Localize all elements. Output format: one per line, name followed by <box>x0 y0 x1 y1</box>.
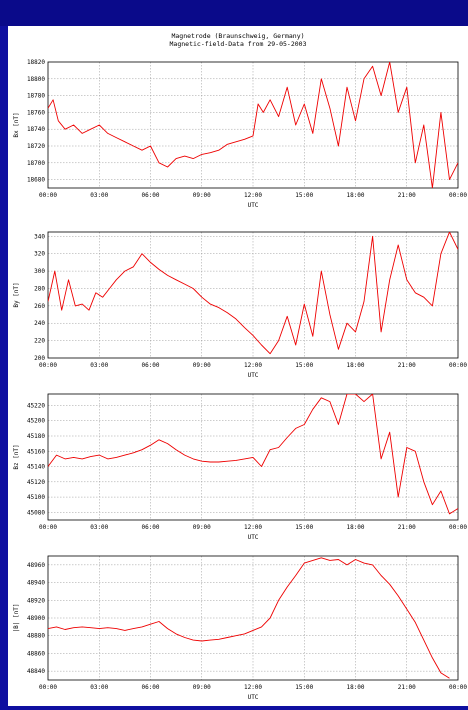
plot4-xlabel: UTC <box>248 694 259 701</box>
plot1-xtick-label-4: 12:00 <box>244 192 262 199</box>
plot1-series-line <box>48 62 458 188</box>
plot3-ytick-label-5: 45120 <box>27 479 45 486</box>
plot4-xtick-label-6: 18:00 <box>346 684 364 691</box>
top-bar <box>0 0 468 26</box>
plot4-ytick-label-5: 48860 <box>27 650 45 657</box>
plot3-xlabel: UTC <box>248 534 259 541</box>
plot3-frame <box>47 393 459 521</box>
plot1-frame <box>47 61 459 189</box>
plot1-xtick-label-1: 03:00 <box>90 192 108 199</box>
plot3-ylabel: Bz [nT] <box>13 444 20 469</box>
plot2-ytick-label-2: 300 <box>34 268 45 275</box>
plot2-xtick-label-1: 03:00 <box>90 362 108 369</box>
plot4-xtick-label-8: 00:00 <box>449 684 467 691</box>
plot2-ytick-label-4: 260 <box>34 303 45 310</box>
plot3-xtick-label-5: 15:00 <box>295 524 313 531</box>
plot1-ytick-label-1: 18800 <box>27 76 45 83</box>
plot4-xtick-label-3: 09:00 <box>193 684 211 691</box>
plot3-xtick-label-8: 00:00 <box>449 524 467 531</box>
plot3-ytick-label-6: 45100 <box>27 494 45 501</box>
plot1-ytick-label-2: 18780 <box>27 93 45 100</box>
plot3-ytick-label-0: 45220 <box>27 402 45 409</box>
plot4-xtick-label-2: 06:00 <box>141 684 159 691</box>
plot4-ytick-label-2: 48920 <box>27 597 45 604</box>
plot3-xtick-label-0: 00:00 <box>39 524 57 531</box>
plot1-ylabel: Bx [nT] <box>13 112 20 137</box>
plot4-series-line <box>48 557 450 679</box>
plot2-ytick-label-6: 220 <box>34 338 45 345</box>
plot2-ytick-label-0: 340 <box>34 233 45 240</box>
plot3-ytick-label-1: 45200 <box>27 418 45 425</box>
plot4-ylabel: |B| [nT] <box>13 604 20 633</box>
plot2-xlabel: UTC <box>248 372 259 379</box>
plot1-ytick-label-5: 18720 <box>27 143 45 150</box>
plot4-ytick-label-3: 48900 <box>27 615 45 622</box>
plot3-xtick-label-2: 06:00 <box>141 524 159 531</box>
plot4-ytick-label-0: 48960 <box>27 562 45 569</box>
plot1-ytick-label-0: 18820 <box>27 59 45 66</box>
plot4-frame <box>47 555 459 681</box>
plot2-ytick-label-3: 280 <box>34 285 45 292</box>
plot1-ytick-label-4: 18740 <box>27 126 45 133</box>
plot4-xtick-label-1: 03:00 <box>90 684 108 691</box>
plot1-xtick-label-8: 00:00 <box>449 192 467 199</box>
plot1-xtick-label-7: 21:00 <box>398 192 416 199</box>
figure-title: Magnetrode (Braunschweig, Germany) Magne… <box>8 32 468 48</box>
plot2-series-line <box>48 232 458 355</box>
title-line-1: Magnetrode (Braunschweig, Germany) <box>171 32 305 40</box>
plot2-ytick-label-1: 320 <box>34 251 45 258</box>
plots-svg: 00:00 03:00 06:00 09:00 12:00 15:00 18:00 21:00… <box>13 59 467 701</box>
plot3-ytick-label-4: 45140 <box>27 464 45 471</box>
plot2-xtick-label-0: 00:00 <box>39 362 57 369</box>
plot4-ytick-label-6: 48840 <box>27 668 45 675</box>
plot1-xtick-label-3: 09:00 <box>193 192 211 199</box>
plot2-xtick-label-3: 09:00 <box>193 362 211 369</box>
plot2-xtick-label-2: 06:00 <box>141 362 159 369</box>
plot2-xtick-label-5: 15:00 <box>295 362 313 369</box>
plot4-ytick-label-4: 48880 <box>27 633 45 640</box>
plot1-xtick-label-0: 00:00 <box>39 192 57 199</box>
plot2-xtick-label-6: 18:00 <box>346 362 364 369</box>
plot3-ytick-label-2: 45180 <box>27 433 45 440</box>
plot4-xtick-label-0: 00:00 <box>39 684 57 691</box>
plot2-ytick-label-5: 240 <box>34 320 45 327</box>
plot2-xtick-label-4: 12:00 <box>244 362 262 369</box>
plot2-xtick-label-8: 00:00 <box>449 362 467 369</box>
plot1-ytick-label-7: 18680 <box>27 177 45 184</box>
plot1-ytick-label-6: 18700 <box>27 160 45 167</box>
plot3-xtick-label-6: 18:00 <box>346 524 364 531</box>
plot2-frame <box>47 231 459 359</box>
plot1-ytick-label-3: 18760 <box>27 109 45 116</box>
plot2-xtick-label-7: 21:00 <box>398 362 416 369</box>
chart-panel: Magnetrode (Braunschweig, Germany) Magne… <box>8 26 468 706</box>
plot3-series-line <box>48 394 458 515</box>
plot1-xtick-label-5: 15:00 <box>295 192 313 199</box>
plot4-xtick-label-4: 12:00 <box>244 684 262 691</box>
plot3-xtick-label-4: 12:00 <box>244 524 262 531</box>
title-line-2: Magnetic-field-Data from 29-05-2003 <box>169 40 307 48</box>
plot2-ytick-label-7: 200 <box>34 355 45 362</box>
plot3-ytick-label-3: 45160 <box>27 448 45 455</box>
plot1-xtick-label-6: 18:00 <box>346 192 364 199</box>
plot1-xlabel: UTC <box>248 202 259 209</box>
plot2-ylabel: By [nT] <box>13 282 20 307</box>
plot4-xtick-label-5: 15:00 <box>295 684 313 691</box>
plot4-ytick-label-1: 48940 <box>27 580 45 587</box>
plot3-xtick-label-7: 21:00 <box>398 524 416 531</box>
plot4-xtick-label-7: 21:00 <box>398 684 416 691</box>
plot1-xtick-label-2: 06:00 <box>141 192 159 199</box>
plot3-xtick-label-1: 03:00 <box>90 524 108 531</box>
plot3-xtick-label-3: 09:00 <box>193 524 211 531</box>
plot3-ytick-label-7: 45080 <box>27 509 45 516</box>
